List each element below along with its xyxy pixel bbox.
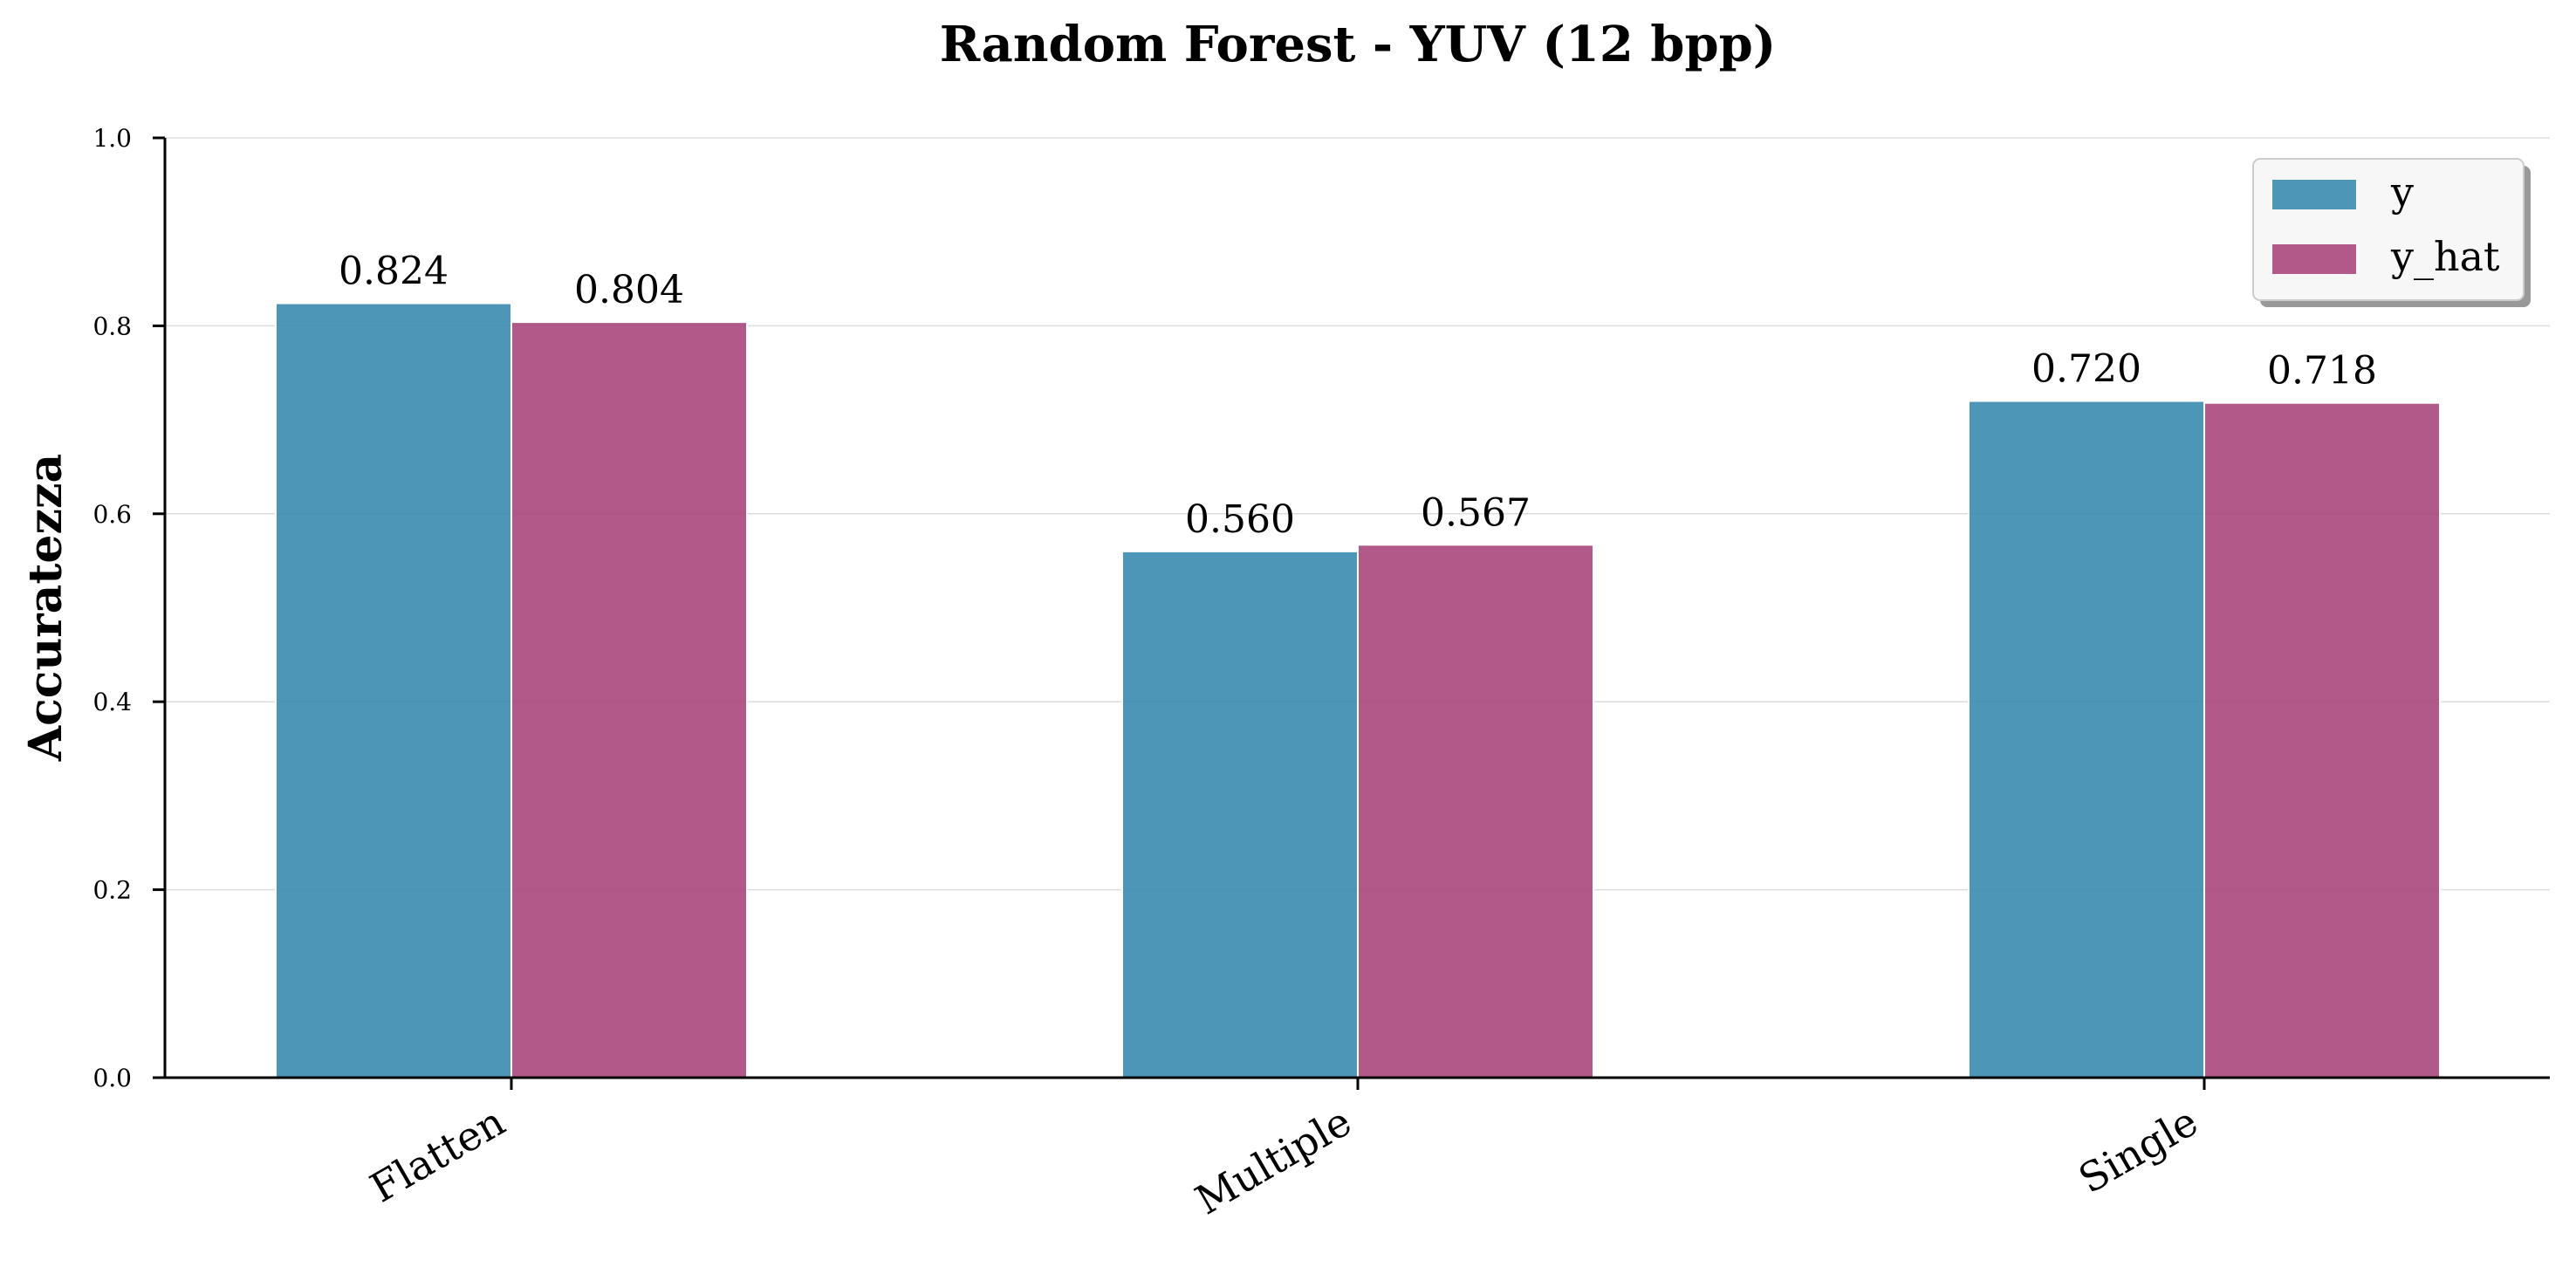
y-tick-label: 0.0: [92, 1064, 132, 1092]
value-label: 0.804: [574, 268, 684, 312]
bar-y-hat-single: [2203, 401, 2441, 1079]
bar-y-single: [1968, 400, 2205, 1079]
value-labels: 0.824 0.560 0.720 0.804 0.567 0.718: [339, 250, 2377, 542]
value-label: 0.560: [1185, 497, 1295, 542]
x-axis-ticks: Flatten Multiple Single: [362, 1078, 2206, 1224]
y-tick-label: 0.4: [92, 688, 132, 716]
value-label: 0.824: [339, 250, 449, 294]
bars: [275, 302, 2441, 1079]
legend-label: y: [2390, 168, 2414, 216]
bar-y-multiple: [1121, 550, 1359, 1079]
value-label: 0.567: [1421, 490, 1531, 535]
legend-swatch: [2272, 244, 2356, 274]
bar-y-flatten: [275, 302, 512, 1079]
legend: y y_hat: [2252, 158, 2531, 307]
y-tick-label: 1.0: [92, 124, 132, 153]
chart-title: Random Forest - YUV (12 bpp): [940, 16, 1777, 73]
bar-y-hat-flatten: [510, 321, 748, 1079]
bar-y-hat-multiple: [1357, 544, 1594, 1079]
y-tick-label: 0.8: [92, 312, 132, 340]
legend-label: y_hat: [2390, 233, 2500, 280]
y-tick-label: 0.6: [92, 500, 132, 529]
y-axis-ticks: 0.0 0.2 0.4 0.6 0.8 1.0: [92, 124, 165, 1092]
x-tick-label: Single: [2071, 1098, 2206, 1202]
y-axis-label: Accuratezza: [19, 454, 72, 762]
value-label: 0.720: [2031, 347, 2141, 392]
value-label: 0.718: [2267, 349, 2377, 394]
x-tick-label: Flatten: [362, 1098, 512, 1212]
legend-swatch: [2272, 180, 2356, 209]
x-tick-label: Multiple: [1188, 1098, 1360, 1224]
y-tick-label: 0.2: [92, 876, 132, 905]
